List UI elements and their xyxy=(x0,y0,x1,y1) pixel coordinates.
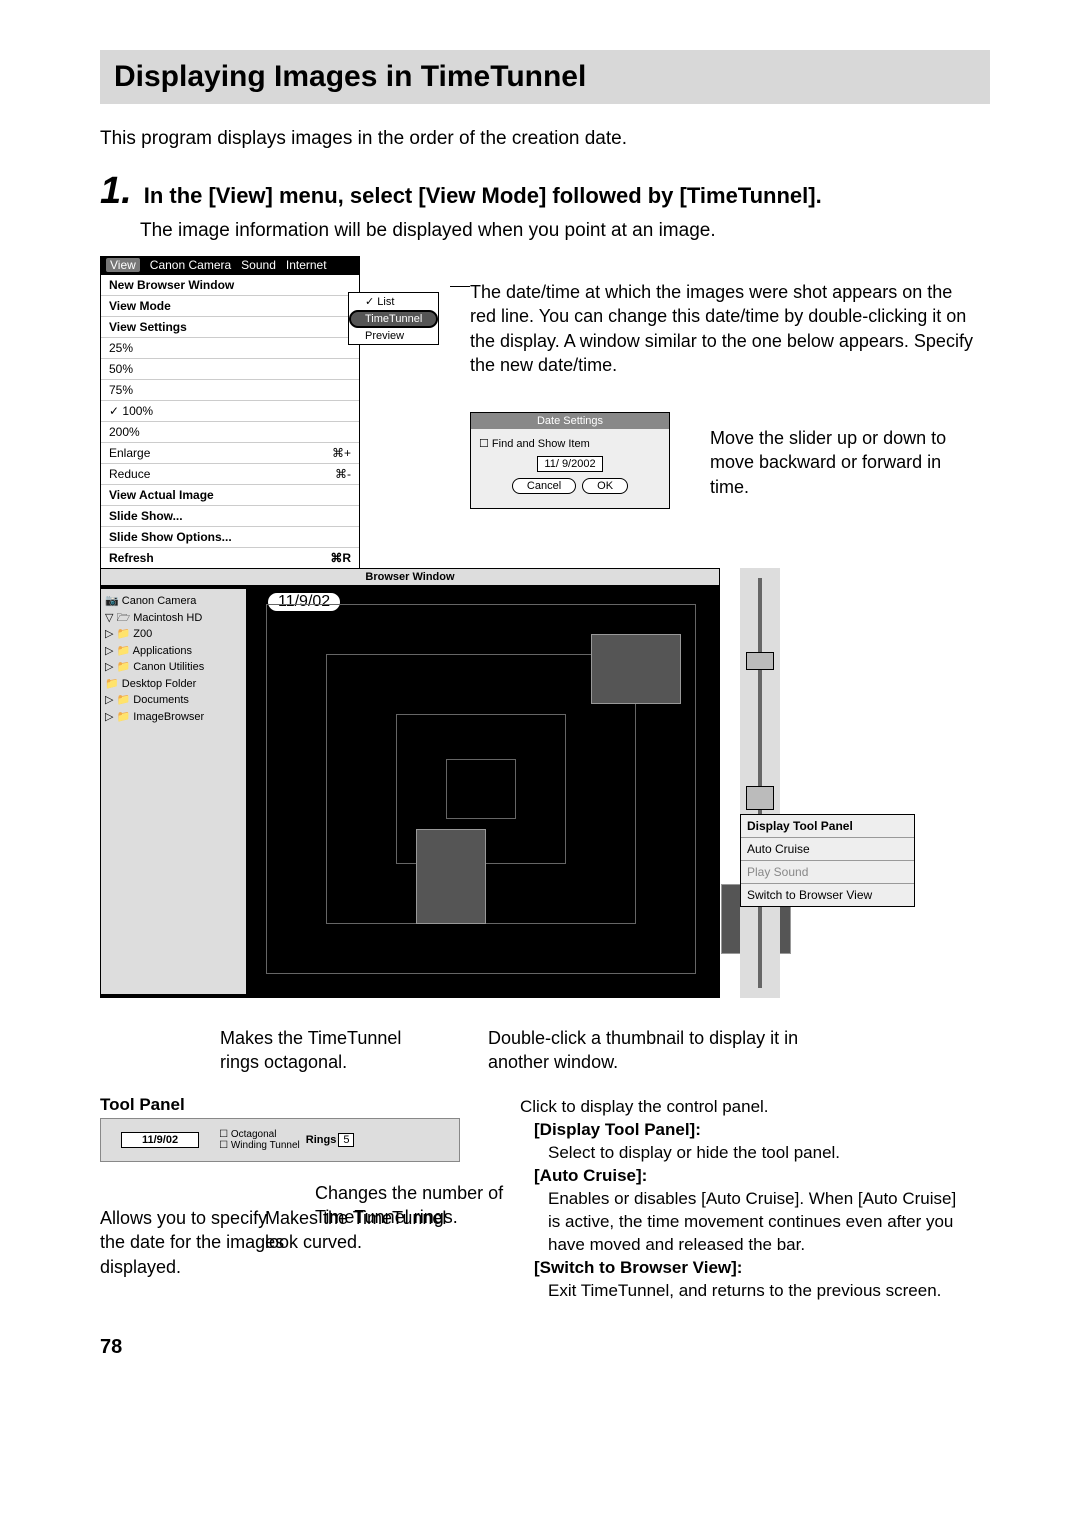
menu-item[interactable]: 25% xyxy=(101,337,359,358)
browser-window: Browser Window 📷 Canon Camera▽ 🗁 Macinto… xyxy=(100,568,720,998)
cancel-button[interactable]: Cancel xyxy=(512,478,576,494)
page-title: Displaying Images in TimeTunnel xyxy=(114,60,976,94)
tool-panel-options: ☐ Octagonal ☐ Winding Tunnel xyxy=(219,1129,300,1151)
desc-heading: [Switch to Browser View]: xyxy=(534,1258,742,1277)
find-show-checkbox[interactable]: ☐ Find and Show Item xyxy=(479,437,661,450)
step-number: 1. xyxy=(100,172,132,210)
menu-item[interactable]: ✓ 100% xyxy=(101,400,359,421)
checkbox-label: Find and Show Item xyxy=(492,438,590,450)
annotation-octagonal: Makes the TimeTunnel rings octagonal. xyxy=(220,1026,440,1075)
figure-area: View Canon Camera Sound Internet New Bro… xyxy=(100,256,990,1326)
step-title: In the [View] menu, select [View Mode] f… xyxy=(144,183,822,209)
control-panel-descriptions: Click to display the control panel. [Dis… xyxy=(520,1096,970,1302)
view-menu-body: New Browser WindowView ModeView Settings… xyxy=(100,274,360,569)
menu-item[interactable]: View Settings xyxy=(101,316,359,337)
annotation-slider: Move the slider up or down to move backw… xyxy=(710,426,950,499)
annotation-thumbnail: Double-click a thumbnail to display it i… xyxy=(488,1026,818,1075)
desc-heading: [Auto Cruise]: xyxy=(534,1166,647,1185)
annotation-curved: Makes the TimeTunnel look curved. xyxy=(265,1206,455,1255)
tree-item[interactable]: 📷 Canon Camera xyxy=(105,593,242,610)
date-settings-dialog: Date Settings ☐ Find and Show Item 11/ 9… xyxy=(470,412,670,509)
view-menu: View Canon Camera Sound Internet New Bro… xyxy=(100,256,360,569)
tree-item[interactable]: ▷ 📁 Applications xyxy=(105,643,242,660)
control-panel-item[interactable]: Switch to Browser View xyxy=(741,883,914,906)
control-panel-item[interactable]: Auto Cruise xyxy=(741,837,914,860)
menu-item[interactable]: Slide Show... xyxy=(101,505,359,526)
menu-item[interactable]: Reduce⌘- xyxy=(101,463,359,484)
octagonal-option[interactable]: ☐ Octagonal xyxy=(219,1129,300,1140)
menu-item[interactable]: New Browser Window xyxy=(101,275,359,295)
menu-item[interactable]: View Actual Image xyxy=(101,484,359,505)
menu-item[interactable]: 50% xyxy=(101,358,359,379)
tree-item[interactable]: ▷ 📁 Z00 xyxy=(105,626,242,643)
rings-spinner[interactable]: 5 xyxy=(338,1133,354,1147)
menu-item[interactable]: Slide Show Options... xyxy=(101,526,359,547)
tree-item[interactable]: ▽ 🗁 Macintosh HD xyxy=(105,610,242,627)
menu-bar-item[interactable]: Internet xyxy=(286,258,327,272)
browser-title: Browser Window xyxy=(101,569,719,585)
slider-handle[interactable] xyxy=(746,652,774,670)
menu-bar-view[interactable]: View xyxy=(106,258,140,272)
menu-item[interactable]: View Mode xyxy=(101,295,359,316)
control-panel-item[interactable]: Display Tool Panel xyxy=(741,815,914,837)
menu-item[interactable]: 75% xyxy=(101,379,359,400)
tree-item[interactable]: ▷ 📁 Canon Utilities xyxy=(105,659,242,676)
time-tunnel-view[interactable] xyxy=(266,604,696,974)
tree-item[interactable]: ▷ 📁 ImageBrowser xyxy=(105,709,242,726)
submenu-preview[interactable]: Preview xyxy=(349,328,438,344)
tool-panel: 11/9/02 ☐ Octagonal ☐ Winding Tunnel Rin… xyxy=(100,1118,460,1162)
desc-heading: [Display Tool Panel]: xyxy=(534,1120,701,1139)
desc-text: Exit TimeTunnel, and returns to the prev… xyxy=(520,1280,970,1303)
menu-item[interactable]: 200% xyxy=(101,421,359,442)
rings-label: Rings xyxy=(306,1134,337,1146)
time-slider[interactable] xyxy=(740,568,780,998)
menu-item[interactable]: Enlarge⌘+ xyxy=(101,442,359,463)
section-title-bar: Displaying Images in TimeTunnel xyxy=(100,50,990,104)
annotation-datebox: Allows you to specify the date for the i… xyxy=(100,1206,290,1279)
menu-item[interactable]: Refresh⌘R xyxy=(101,547,359,568)
step-sub: The image information will be displayed … xyxy=(140,220,990,242)
folder-tree[interactable]: 📷 Canon Camera▽ 🗁 Macintosh HD▷ 📁 Z00▷ 📁… xyxy=(101,589,246,994)
view-mode-submenu: List TimeTunnel Preview xyxy=(348,292,439,345)
thumbnail[interactable] xyxy=(416,829,486,924)
menu-bar: View Canon Camera Sound Internet xyxy=(100,256,360,274)
tool-panel-date[interactable]: 11/9/02 xyxy=(121,1132,199,1148)
tree-item[interactable]: 📁 Desktop Folder xyxy=(105,676,242,693)
tool-panel-label: Tool Panel xyxy=(100,1094,185,1117)
menu-bar-item[interactable]: Canon Camera xyxy=(150,258,231,272)
ok-button[interactable]: OK xyxy=(582,478,628,494)
control-panel-item[interactable]: Play Sound xyxy=(741,860,914,883)
winding-tunnel-option[interactable]: ☐ Winding Tunnel xyxy=(219,1140,300,1151)
slider-button[interactable] xyxy=(746,786,774,810)
submenu-timetunnel[interactable]: TimeTunnel xyxy=(349,310,438,328)
annotation-date: The date/time at which the images were s… xyxy=(470,280,980,377)
step-heading: 1. In the [View] menu, select [View Mode… xyxy=(100,172,990,210)
submenu-list[interactable]: List xyxy=(349,293,438,310)
desc-text: Select to display or hide the tool panel… xyxy=(520,1142,970,1165)
desc-text: Enables or disables [Auto Cruise]. When … xyxy=(520,1188,970,1257)
thumbnail[interactable] xyxy=(591,634,681,704)
tunnel-ring xyxy=(446,759,516,819)
dialog-title: Date Settings xyxy=(471,413,669,429)
control-panel: Display Tool PanelAuto CruisePlay SoundS… xyxy=(740,814,915,907)
connector-line xyxy=(450,286,470,287)
page-number: 78 xyxy=(100,1336,990,1359)
desc-line: Click to display the control panel. xyxy=(520,1096,970,1119)
tree-item[interactable]: ▷ 📁 Documents xyxy=(105,692,242,709)
date-field[interactable]: 11/ 9/2002 xyxy=(537,456,602,472)
menu-bar-item[interactable]: Sound xyxy=(241,258,276,272)
intro-text: This program displays images in the orde… xyxy=(100,128,990,150)
